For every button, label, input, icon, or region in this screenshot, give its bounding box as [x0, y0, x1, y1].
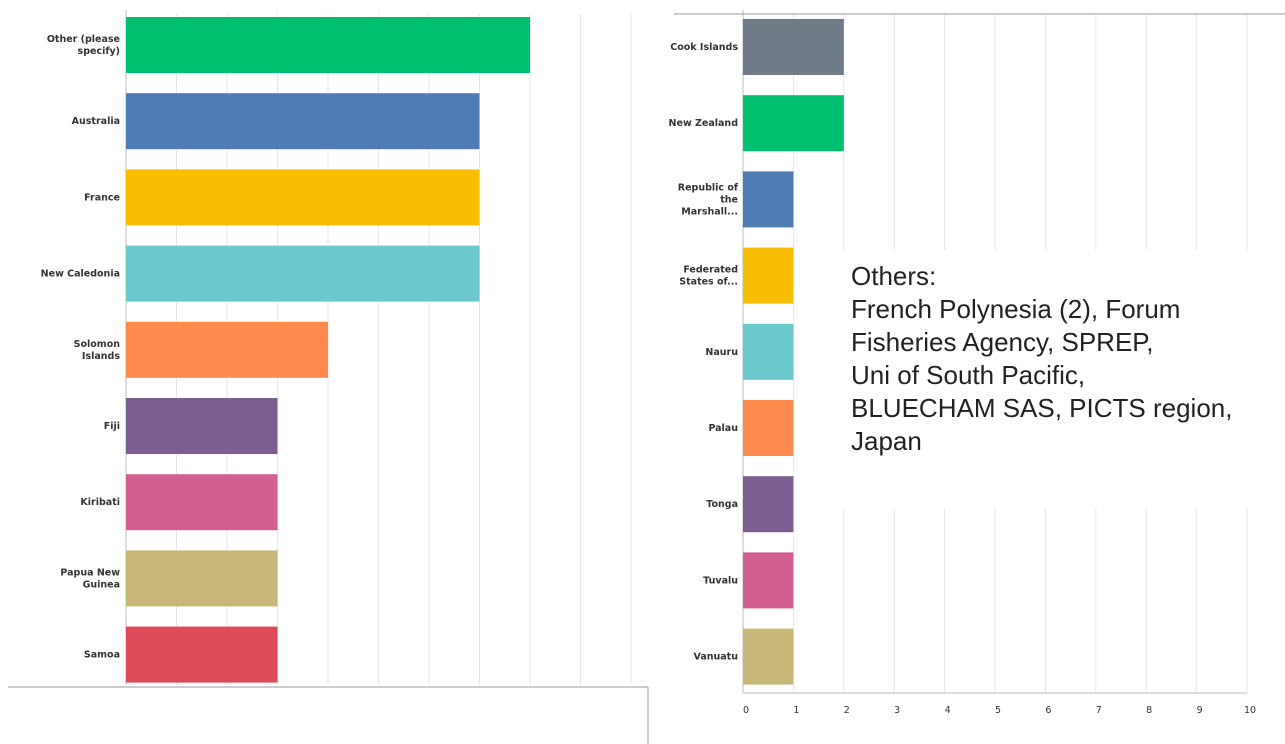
x-tick-label: 4	[945, 705, 951, 716]
others-annotation-box: Others: French Polynesia (2), Forum Fish…	[805, 250, 1281, 508]
category-label: Cook Islands	[670, 42, 738, 53]
category-label: Tonga	[706, 499, 738, 510]
bar-palau	[743, 400, 794, 456]
bar-kiribati	[126, 474, 278, 531]
bar-cook-islands	[743, 19, 844, 75]
bar-tuvalu	[743, 552, 794, 609]
bar-france	[126, 169, 480, 226]
x-tick-label: 10	[1244, 705, 1256, 716]
bar-australia	[126, 93, 480, 150]
bar-other-please-specify	[126, 17, 530, 73]
category-label: Australia	[72, 116, 120, 127]
category-label: New Caledonia	[41, 269, 120, 280]
category-label: Palau	[708, 423, 738, 434]
category-label: Samoa	[84, 650, 120, 661]
x-tick-label: 9	[1197, 705, 1203, 716]
category-label: France	[84, 192, 120, 203]
category-label: Vanuatu	[694, 652, 739, 663]
bar-samoa	[126, 626, 278, 683]
annotation-line: Others:	[851, 261, 937, 291]
bar-new-zealand	[743, 95, 844, 152]
x-tick-label: 1	[793, 705, 799, 716]
bar-nauru	[743, 323, 794, 380]
x-tick-label: 3	[894, 705, 900, 716]
bar-federated-states-of	[743, 247, 794, 304]
annotation-line: Fisheries Agency, SPREP,	[851, 327, 1154, 357]
bar-republic-of-the-marshall	[743, 171, 794, 228]
category-label: New Zealand	[669, 118, 738, 129]
category-label: Nauru	[705, 347, 738, 358]
x-tick-label: 8	[1146, 705, 1152, 716]
category-label: Federated States of...	[679, 265, 738, 288]
category-label: Solomon Islands	[74, 339, 121, 362]
x-tick-label: 2	[844, 705, 850, 716]
category-label: Kiribati	[80, 497, 120, 508]
left-bar-chart: Other (please specify) Australia France New …	[41, 10, 632, 685]
bar-new-caledonia	[126, 245, 480, 302]
x-tick-label: 6	[1045, 705, 1051, 716]
screenshot-frame-lines	[8, 13, 1285, 744]
category-label: Republic of the Marshall...	[678, 182, 739, 217]
bar-fiji	[126, 398, 278, 454]
bar-solomon-islands	[126, 321, 328, 378]
category-label: Fiji	[104, 421, 120, 432]
annotation-line: BLUECHAM SAS, PICTS region,	[851, 393, 1233, 423]
x-tick-label: 0	[743, 705, 749, 716]
annotation-line: French Polynesia (2), Forum	[851, 294, 1181, 324]
x-tick-label: 7	[1096, 705, 1102, 716]
bar-vanuatu	[743, 628, 794, 685]
category-label: Other (please specify)	[47, 34, 120, 57]
bar-tonga	[743, 476, 794, 533]
category-label: Tuvalu	[703, 575, 738, 586]
annotation-line: Uni of South Pacific,	[851, 360, 1086, 390]
category-label: Papua New Guinea	[60, 567, 120, 590]
annotation-line: Japan	[851, 426, 922, 456]
x-tick-label: 5	[995, 705, 1001, 716]
bar-papua-new-guinea	[126, 550, 278, 607]
others-annotation-text: Others: French Polynesia (2), Forum Fish…	[851, 260, 1281, 458]
